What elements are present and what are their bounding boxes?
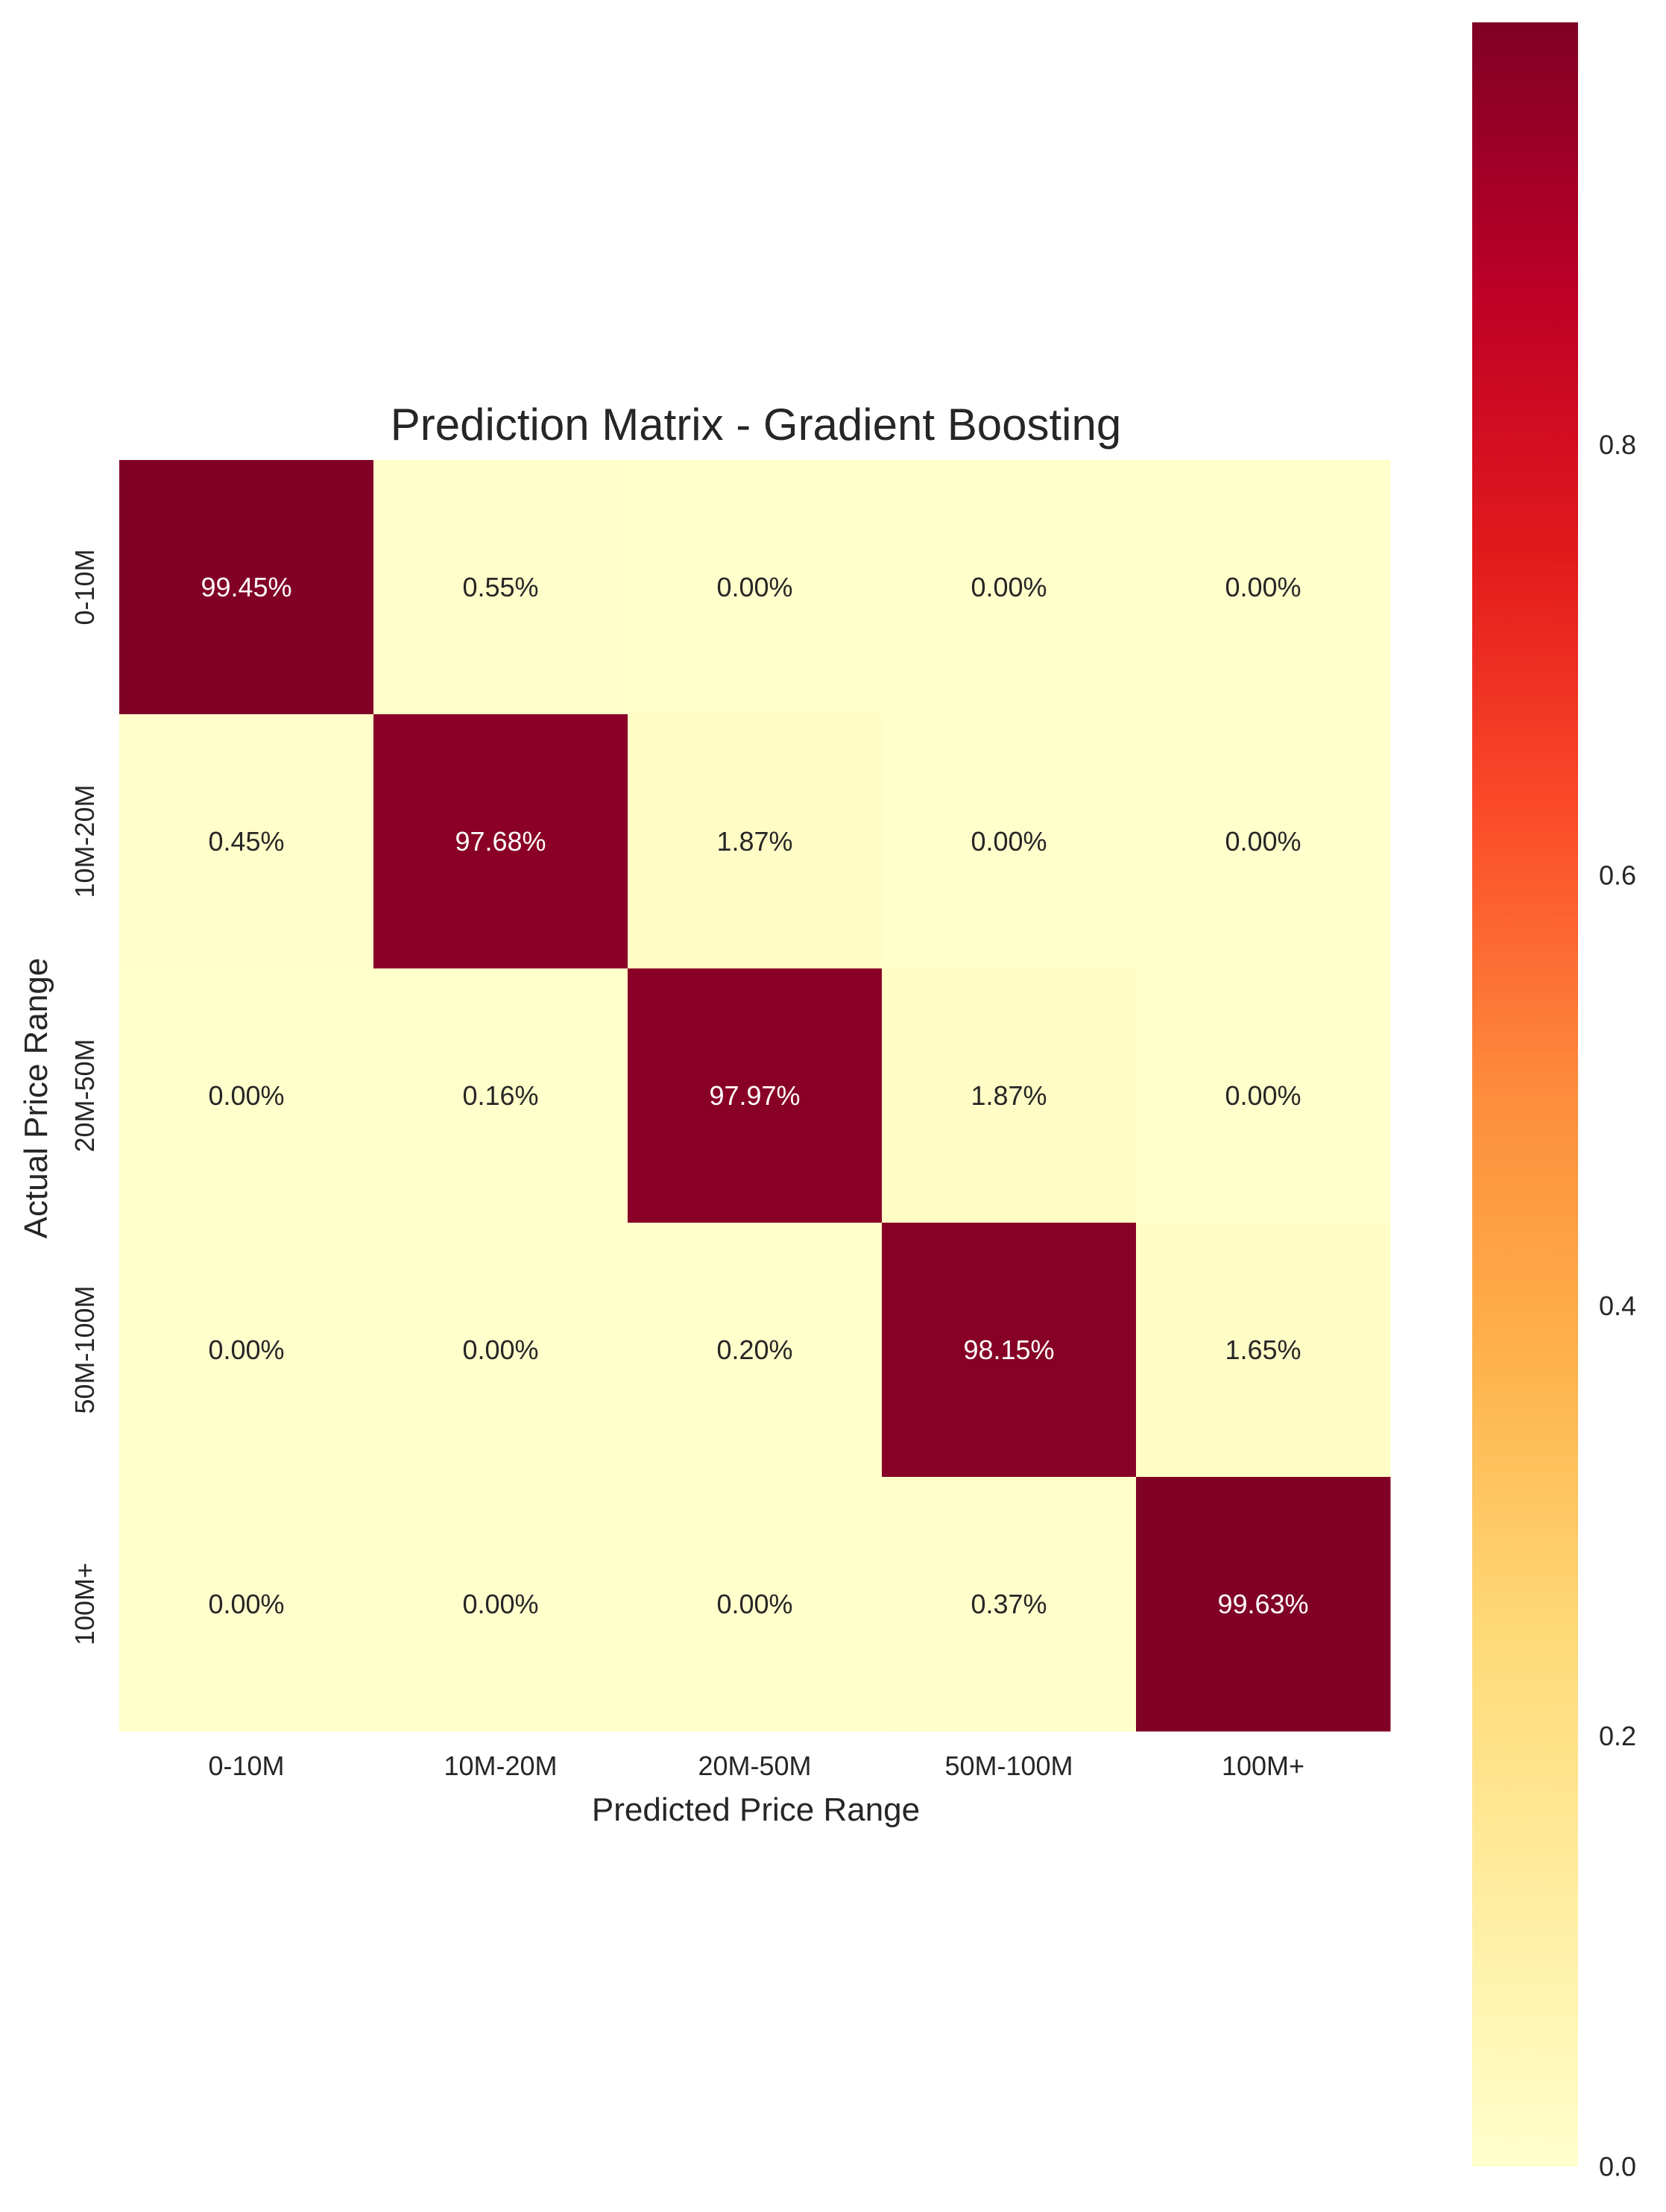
heatmap-cell [119, 460, 374, 715]
heatmap-cell [119, 968, 374, 1223]
cell-value-label: 0.00% [1225, 826, 1301, 857]
cell-value-label: 0.55% [462, 572, 538, 602]
heatmap-cell [628, 968, 883, 1223]
heatmap-cell [119, 1223, 374, 1478]
colorbar-tick-label: 0.6 [1599, 860, 1636, 890]
heatmap-cell [882, 968, 1137, 1223]
heatmap-cells: 99.45% 0.55% 0.00% 0.00% 0.00% 0.45% 97.68% 1.8… [119, 460, 1391, 1732]
cell-value-label: 99.63% [1217, 1589, 1308, 1619]
heatmap-cell [1136, 1223, 1391, 1478]
heatmap-cell [628, 714, 883, 969]
x-tick-labels: 0-10M 10M-20M 20M-50M 50M-100M 100M+ [208, 1751, 1304, 1781]
y-tick-label: 50M-100M [69, 1285, 100, 1414]
y-tick-label: 100M+ [69, 1563, 100, 1645]
heatmap-cell [882, 1223, 1137, 1478]
colorbar-tick-labels: 0.0 0.2 0.4 0.6 0.8 [1599, 429, 1636, 2181]
cell-value-label: 0.00% [716, 572, 792, 602]
y-tick-labels: 0-10M 10M-20M 20M-50M 50M-100M 100M+ [69, 549, 100, 1645]
colorbar [1472, 22, 1578, 2167]
y-tick-label: 10M-20M [69, 784, 100, 898]
cell-value-label: 0.00% [462, 1335, 538, 1365]
heatmap-cell [628, 1477, 883, 1732]
heatmap-cell [373, 1223, 628, 1478]
colorbar-tick-label: 0.2 [1599, 1721, 1636, 1751]
x-tick-label: 50M-100M [944, 1751, 1073, 1781]
cell-value-label: 99.45% [201, 572, 291, 602]
x-tick-label: 20M-50M [698, 1751, 811, 1781]
heatmap-cell [373, 968, 628, 1223]
heatmap-cell [373, 1477, 628, 1732]
heatmap-cell [882, 1477, 1137, 1732]
x-tick-label: 0-10M [208, 1751, 284, 1781]
cell-value-label: 0.00% [1225, 572, 1301, 602]
y-tick-label: 0-10M [69, 549, 100, 625]
cell-value-label: 0.20% [716, 1335, 792, 1365]
cell-value-label: 0.00% [716, 1589, 792, 1619]
y-axis-label: Actual Price Range [18, 958, 54, 1239]
heatmap-cell [119, 1477, 374, 1732]
heatmap-cell [882, 460, 1137, 715]
cell-value-label: 0.00% [971, 572, 1047, 602]
cell-value-label: 0.00% [208, 1589, 284, 1619]
cell-value-label: 1.87% [716, 826, 792, 857]
chart-title: Prediction Matrix - Gradient Boosting [391, 400, 1121, 450]
cell-value-label: 0.00% [462, 1589, 538, 1619]
cell-value-label: 97.68% [455, 826, 546, 857]
heatmap-cell [1136, 1477, 1391, 1732]
x-tick-label: 10M-20M [444, 1751, 557, 1781]
colorbar-tick-label: 0.0 [1599, 2152, 1636, 2182]
heatmap-cell [628, 1223, 883, 1478]
cell-value-label: 0.00% [208, 1080, 284, 1111]
cell-value-label: 0.00% [208, 1335, 284, 1365]
heatmap-cell [1136, 968, 1391, 1223]
cell-value-label: 1.65% [1225, 1335, 1301, 1365]
cell-value-label: 1.87% [971, 1080, 1047, 1111]
cell-value-label: 98.15% [963, 1335, 1054, 1365]
heatmap-cell [119, 714, 374, 969]
cell-value-label: 0.00% [971, 826, 1047, 857]
cell-value-label: 0.00% [1225, 1080, 1301, 1111]
heatmap-cell [1136, 714, 1391, 969]
heatmap-cell [628, 460, 883, 715]
heatmap-cell [1136, 460, 1391, 715]
cell-value-label: 97.97% [709, 1080, 800, 1111]
cell-value-label: 0.16% [462, 1080, 538, 1111]
colorbar-tick-label: 0.8 [1599, 429, 1636, 460]
cell-value-label: 0.37% [971, 1589, 1047, 1619]
heatmap-cell [373, 714, 628, 969]
heatmap-cell [373, 460, 628, 715]
colorbar-tick-label: 0.4 [1599, 1291, 1636, 1321]
heatmap-cell [882, 714, 1137, 969]
x-axis-label: Predicted Price Range [592, 1792, 920, 1828]
x-tick-label: 100M+ [1222, 1751, 1304, 1781]
y-tick-label: 20M-50M [69, 1039, 100, 1152]
cell-value-label: 0.45% [208, 826, 284, 857]
